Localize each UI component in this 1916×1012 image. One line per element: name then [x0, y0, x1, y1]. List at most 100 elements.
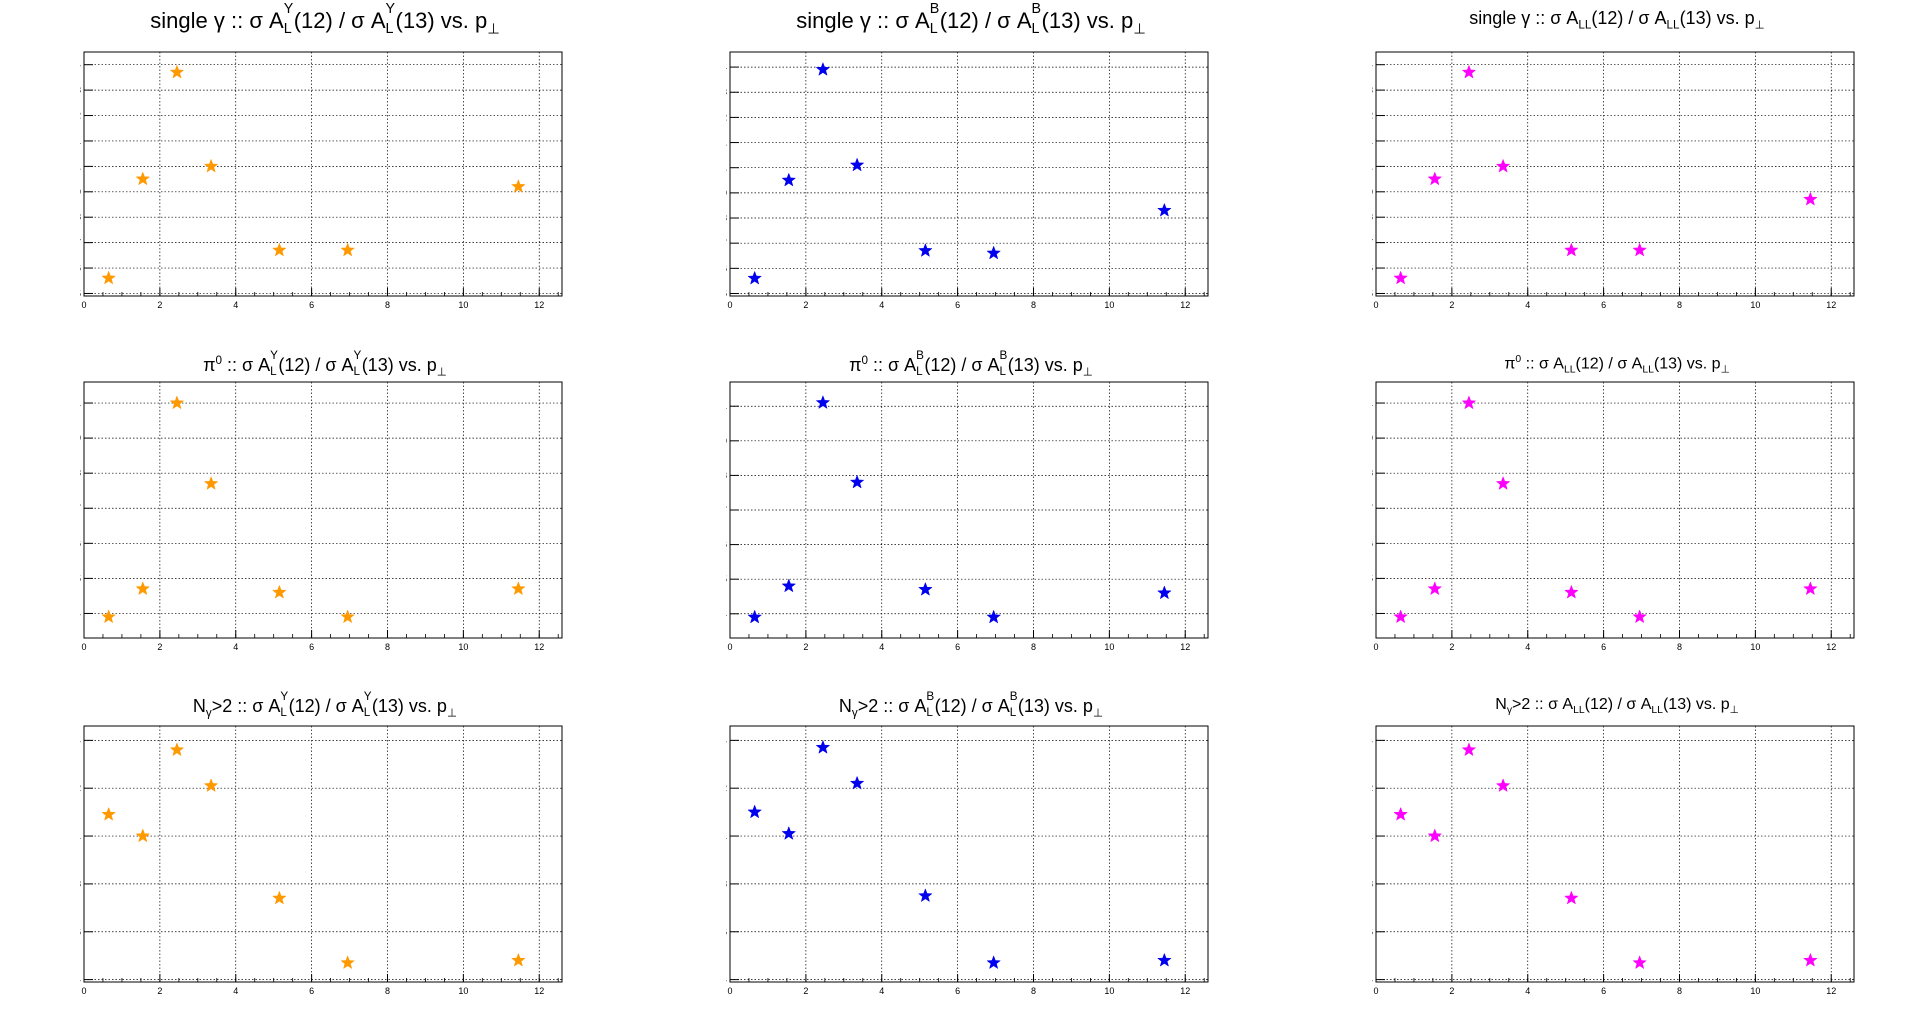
y-tick-label: 0.8 — [80, 468, 81, 478]
data-point — [511, 581, 526, 596]
data-point — [135, 828, 151, 843]
y-tick-label: 1 — [1372, 161, 1373, 171]
x-tick-label: 6 — [955, 986, 960, 996]
data-point — [340, 955, 355, 970]
y-tick-label: 1 — [80, 161, 81, 171]
y-tick-label: 1.2 — [80, 111, 81, 121]
data-point — [101, 806, 116, 821]
x-tick-label: 2 — [803, 986, 808, 996]
x-tick-label: 4 — [879, 986, 884, 996]
x-tick-label: 0 — [81, 986, 86, 996]
data-point — [1564, 242, 1579, 257]
y-tick-label: 1 — [726, 163, 727, 173]
data-point — [747, 270, 762, 285]
data-point — [101, 270, 116, 285]
data-point — [203, 475, 219, 490]
y-tick-label: 0.4 — [80, 608, 81, 618]
data-point — [1632, 242, 1647, 257]
y-tick-label: 0.5 — [726, 288, 727, 298]
data-point — [986, 609, 1001, 624]
x-tick-label: 8 — [385, 986, 390, 996]
x-tick-label: 0 — [1373, 986, 1378, 996]
x-tick-label: 8 — [385, 300, 390, 310]
y-tick-label: 0.6 — [726, 263, 727, 273]
y-tick-label: 0.6 — [80, 263, 81, 273]
x-tick-label: 8 — [1677, 986, 1682, 996]
x-tick-label: 4 — [879, 300, 884, 310]
y-tick-label: 0.5 — [80, 573, 81, 583]
y-tick-label: 0.8 — [80, 212, 81, 222]
y-tick-label: 0.4 — [1372, 608, 1373, 618]
data-point — [1495, 475, 1511, 490]
data-point — [918, 243, 933, 257]
plot-area: 0 2 4 6 8 10 12 0.4 0.5 0.6 0.7 0.8 0.9 1 — [80, 381, 563, 652]
x-tick-label: 8 — [385, 642, 390, 652]
y-tick-label: 0.6 — [726, 540, 727, 550]
data-point — [849, 157, 865, 172]
x-tick-label: 0 — [81, 642, 86, 652]
y-tick-label: 0.6 — [1372, 927, 1373, 937]
data-point — [1427, 581, 1443, 596]
plot-frame — [83, 51, 563, 297]
y-tick-label: 1 — [80, 398, 81, 408]
data-point — [849, 775, 865, 790]
data-point — [1803, 191, 1818, 206]
data-point — [1495, 158, 1511, 173]
data-point — [1393, 609, 1408, 624]
x-tick-label: 2 — [1449, 986, 1454, 996]
x-tick-label: 4 — [879, 642, 884, 652]
x-tick-label: 8 — [1031, 300, 1036, 310]
x-tick-label: 4 — [1525, 642, 1530, 652]
x-tick-label: 2 — [157, 986, 162, 996]
x-tick-label: 10 — [1104, 642, 1114, 652]
y-tick-label: 0.9 — [80, 187, 81, 197]
data-point — [849, 474, 865, 489]
x-tick-label: 0 — [81, 300, 86, 310]
y-tick-label: 0.8 — [1372, 468, 1373, 478]
y-tick-label: 1 — [726, 401, 727, 411]
data-point — [1427, 171, 1443, 186]
y-tick-label: 1.3 — [1372, 85, 1373, 95]
x-tick-label: 12 — [1826, 300, 1836, 310]
y-tick-label: 0.8 — [726, 470, 727, 480]
x-tick-label: 4 — [1525, 986, 1530, 996]
y-tick-label: 1.2 — [726, 112, 727, 122]
data-point — [135, 581, 151, 596]
y-tick-label: 0.6 — [1372, 263, 1373, 273]
data-point — [272, 242, 287, 257]
data-point — [918, 888, 933, 903]
x-tick-label: 6 — [309, 642, 314, 652]
y-tick-label: 0.7 — [1372, 238, 1373, 248]
data-point — [986, 955, 1001, 970]
x-tick-label: 6 — [309, 986, 314, 996]
x-tick-label: 12 — [1180, 300, 1190, 310]
data-point — [1564, 584, 1579, 599]
plot-frame — [729, 725, 1209, 983]
data-point — [272, 890, 287, 905]
plot-frame — [1375, 381, 1855, 639]
y-tick-label: 0.4 — [80, 975, 81, 985]
plot-area: 0 2 4 6 8 10 12 0.4 0.6 0.8 1 1.2 1.4 — [1372, 725, 1855, 996]
y-tick-label: 1.1 — [726, 138, 727, 148]
x-tick-label: 10 — [458, 300, 468, 310]
x-tick-label: 12 — [534, 986, 544, 996]
x-tick-label: 0 — [727, 300, 732, 310]
data-point — [1495, 778, 1511, 793]
y-tick-label: 0.7 — [80, 503, 81, 513]
data-point — [747, 804, 762, 819]
data-point — [272, 584, 287, 599]
data-point — [203, 778, 219, 793]
x-tick-label: 8 — [1677, 300, 1682, 310]
x-tick-label: 12 — [1180, 986, 1190, 996]
y-tick-label: 0.9 — [726, 188, 727, 198]
y-tick-label: 0.4 — [726, 975, 727, 985]
data-point — [1461, 742, 1477, 757]
y-tick-label: 0.7 — [726, 238, 727, 248]
data-point — [986, 245, 1001, 260]
x-tick-label: 8 — [1031, 642, 1036, 652]
